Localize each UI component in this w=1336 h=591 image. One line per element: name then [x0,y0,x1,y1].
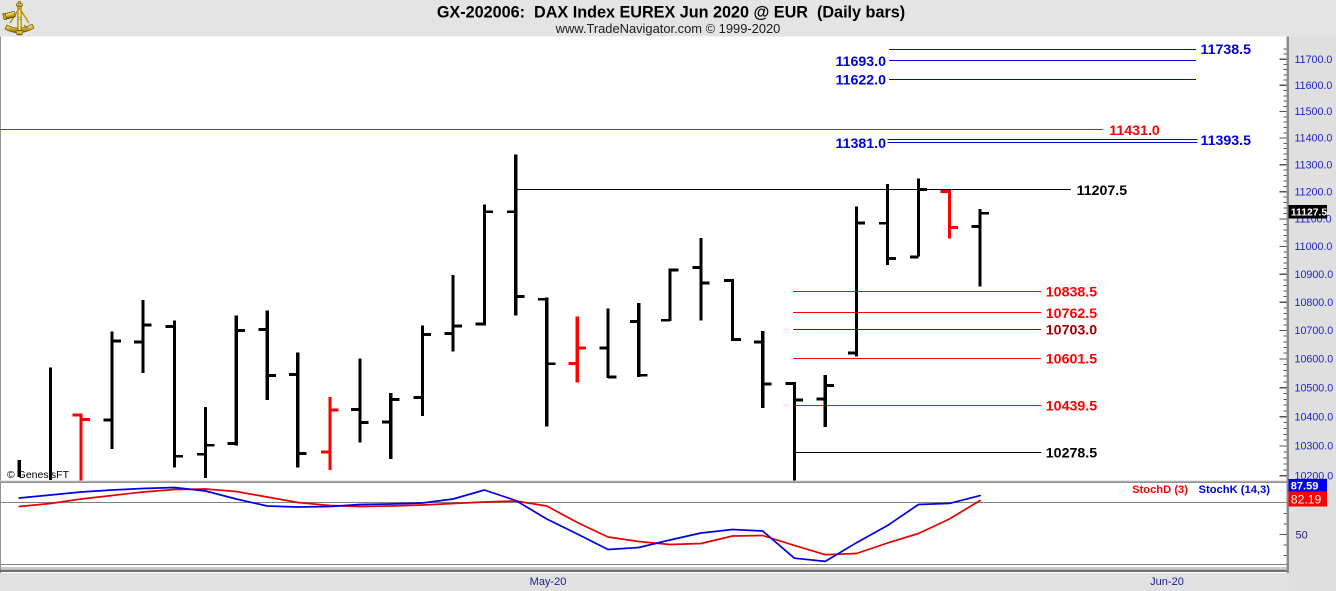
svg-text:10762.5: 10762.5 [1046,306,1097,322]
svg-text:10278.5: 10278.5 [1046,446,1097,462]
svg-text:StochD (3): StochD (3) [1132,484,1188,496]
svg-text:10400.0: 10400.0 [1295,411,1334,423]
svg-text:11738.5: 11738.5 [1201,42,1252,58]
svg-text:10601.5: 10601.5 [1046,352,1097,368]
svg-text:May-20: May-20 [530,576,567,588]
svg-text:GX-202006: DAX Index EUREX Ju: GX-202006: DAX Index EUREX Jun 2020 @ EU… [437,4,905,22]
svg-text:10703.0: 10703.0 [1046,323,1097,339]
svg-text:10500.0: 10500.0 [1295,382,1334,394]
svg-text:StochK (14,3): StochK (14,3) [1199,484,1271,496]
svg-text:10800.0: 10800.0 [1295,297,1334,309]
svg-text:www.TradeNavigator.com © 1999-: www.TradeNavigator.com © 1999-2020 [555,21,781,36]
svg-text:11700.0: 11700.0 [1295,54,1333,66]
svg-text:82.19: 82.19 [1291,492,1322,506]
svg-text:11127.5: 11127.5 [1291,208,1328,219]
svg-text:11207.5: 11207.5 [1077,183,1128,199]
svg-text:11500.0: 11500.0 [1295,106,1333,118]
svg-text:10600.0: 10600.0 [1295,354,1334,366]
svg-text:87.59: 87.59 [1291,480,1319,492]
svg-text:11400.0: 11400.0 [1295,133,1333,145]
svg-text:11300.0: 11300.0 [1295,159,1333,171]
svg-text:11622.0: 11622.0 [835,73,886,89]
svg-text:11431.0: 11431.0 [1109,123,1160,139]
svg-text:11381.0: 11381.0 [835,136,886,152]
svg-text:11693.0: 11693.0 [835,54,886,70]
svg-text:10838.5: 10838.5 [1046,284,1097,300]
svg-text:11000.0: 11000.0 [1295,241,1333,253]
svg-text:10900.0: 10900.0 [1295,269,1334,281]
svg-text:10300.0: 10300.0 [1295,441,1334,453]
svg-text:10439.5: 10439.5 [1046,398,1097,414]
svg-text:50: 50 [1296,530,1308,542]
svg-text:11600.0: 11600.0 [1295,80,1333,92]
svg-text:11200.0: 11200.0 [1295,186,1333,198]
svg-text:Jun-20: Jun-20 [1150,576,1184,588]
svg-text:© GenesisFT: © GenesisFT [7,469,70,481]
svg-text:10700.0: 10700.0 [1295,325,1334,337]
svg-text:11393.5: 11393.5 [1201,133,1252,149]
